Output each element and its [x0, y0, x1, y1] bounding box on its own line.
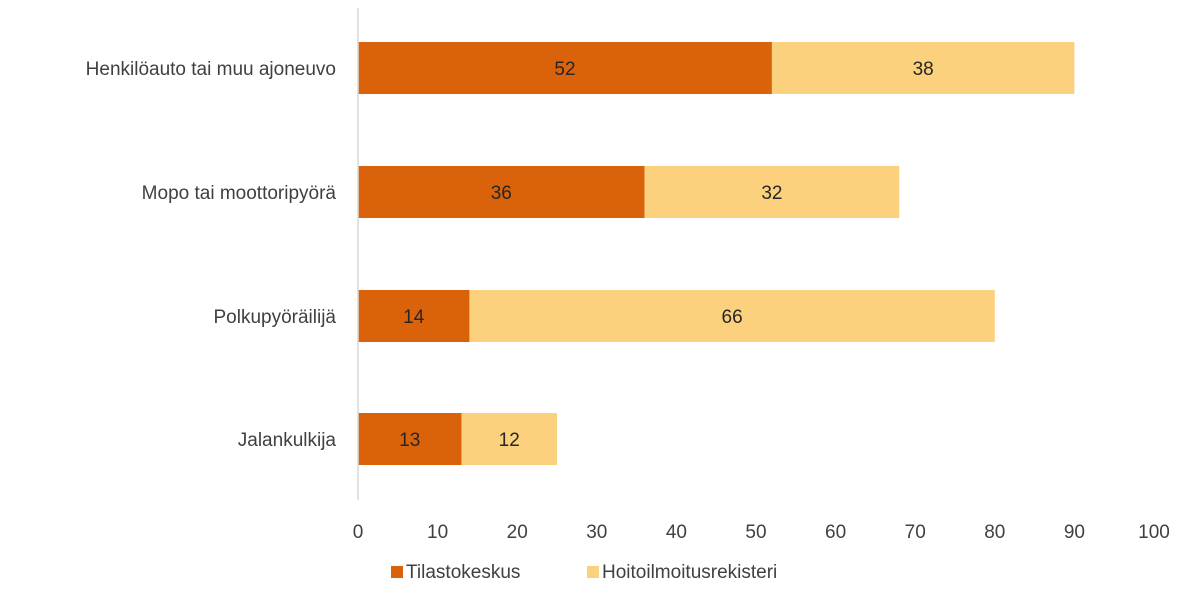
data-label: 36 [491, 183, 512, 204]
bars-layer [358, 42, 1075, 465]
x-tick-label: 10 [427, 522, 448, 543]
x-tick-label: 60 [825, 522, 846, 543]
category-label: Mopo tai moottoripyörä [142, 183, 337, 204]
bar-hoitoilmoitusrekisteri-3 [461, 413, 557, 465]
bar-hoitoilmoitusrekisteri-0 [771, 42, 1075, 94]
x-tick-label: 70 [905, 522, 926, 543]
axis-layer: 0 10 20 30 40 50 60 70 80 90 100 [353, 8, 1170, 543]
bar-hoitoilmoitusrekisteri-1 [644, 166, 900, 218]
x-tick-label: 0 [353, 522, 364, 543]
x-tick-label: 40 [666, 522, 687, 543]
data-label: 32 [761, 183, 782, 204]
data-label: 52 [554, 59, 575, 80]
data-label: 38 [913, 59, 934, 80]
legend-swatch [587, 566, 599, 578]
bar-tilastokeskus-2 [358, 290, 470, 342]
category-label: Jalankulkija [238, 430, 337, 451]
x-tick-label: 20 [507, 522, 528, 543]
data-label: 13 [399, 430, 420, 451]
legend-swatch [391, 566, 403, 578]
data-label: 14 [403, 307, 425, 328]
legend-label: Tilastokeskus [406, 562, 520, 583]
x-tick-label: 50 [745, 522, 766, 543]
category-label: Polkupyöräilijä [213, 307, 336, 328]
bar-hoitoilmoitusrekisteri-2 [469, 290, 995, 342]
legend-label: Hoitoilmoitusrekisteri [602, 562, 777, 583]
x-tick-label: 100 [1138, 522, 1170, 543]
data-labels-layer: 52 38 36 32 14 66 13 12 [399, 59, 934, 451]
data-label: 12 [499, 430, 520, 451]
x-tick-label: 90 [1064, 522, 1085, 543]
legend: Tilastokeskus Hoitoilmoitusrekisteri [391, 562, 777, 583]
bar-tilastokeskus-3 [358, 413, 462, 465]
data-label: 66 [722, 307, 743, 328]
category-label: Henkilöauto tai muu ajoneuvo [86, 59, 336, 80]
x-tick-label: 30 [586, 522, 607, 543]
category-labels-layer: Henkilöauto tai muu ajoneuvo Mopo tai moo… [86, 59, 337, 451]
x-tick-label: 80 [984, 522, 1005, 543]
bar-tilastokeskus-0 [358, 42, 772, 94]
bar-tilastokeskus-1 [358, 166, 645, 218]
